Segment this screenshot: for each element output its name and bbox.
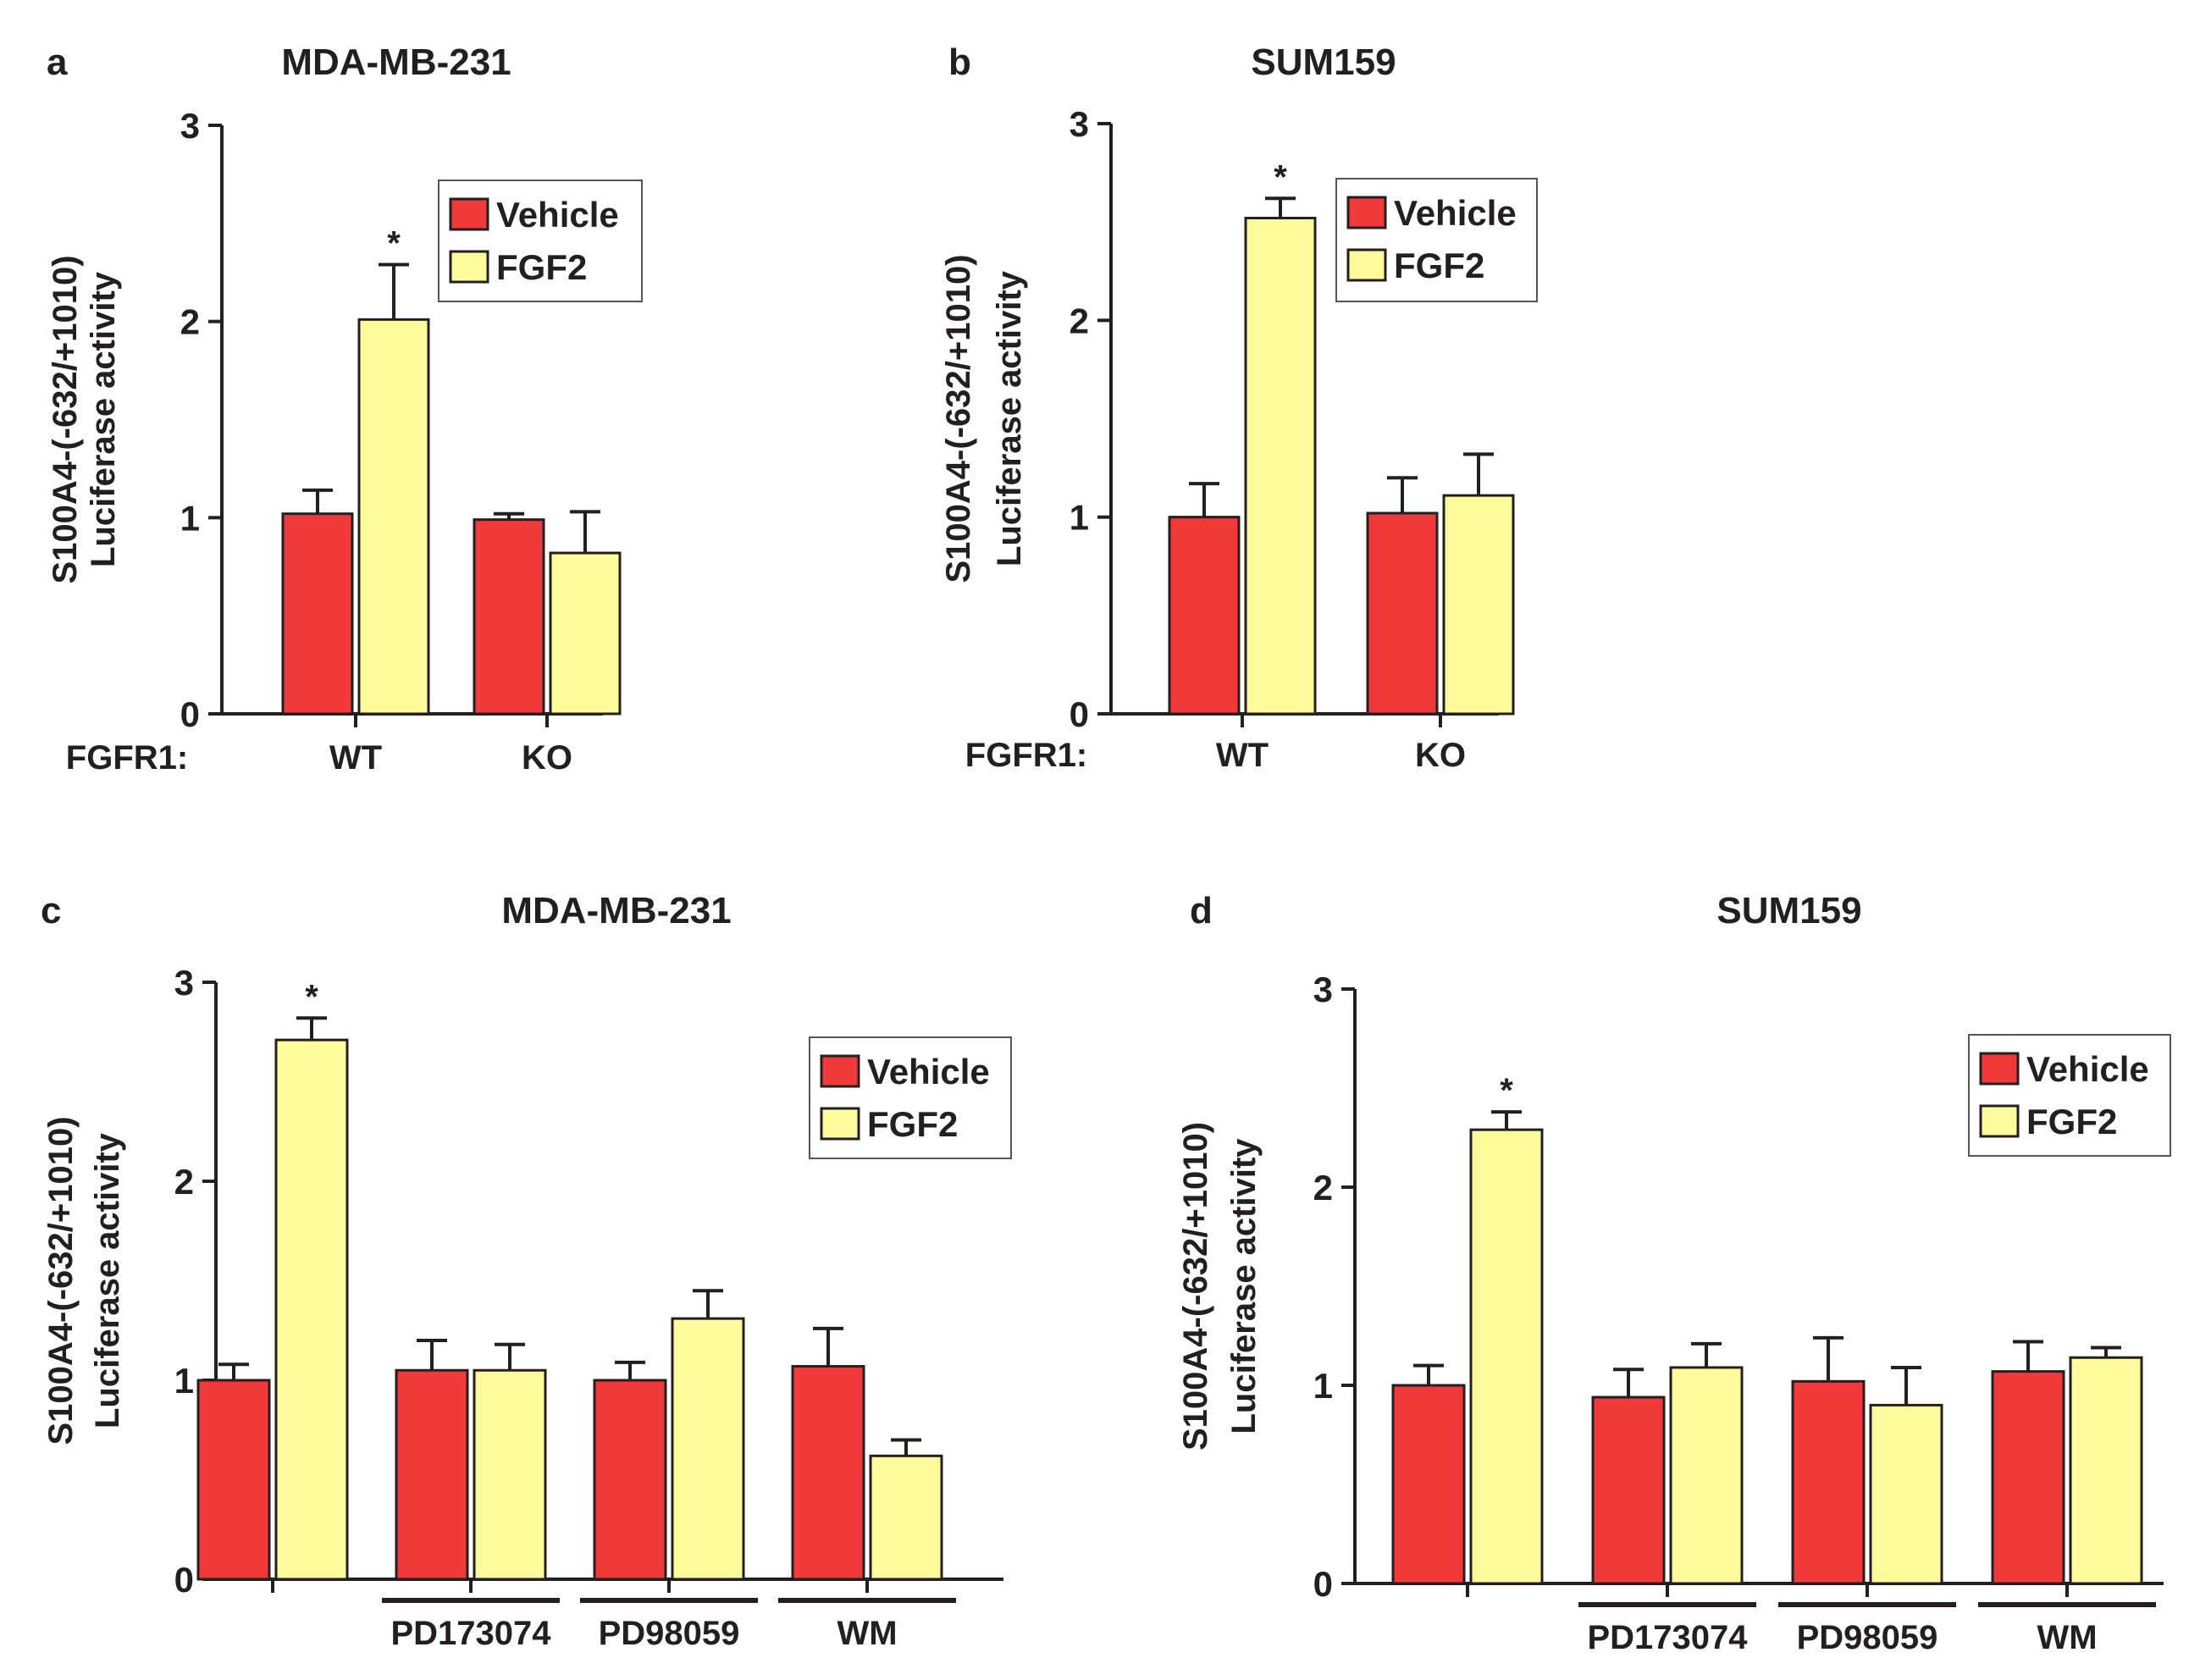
panel-d-ylabel-line-2: Luciferase activity (1225, 1138, 1263, 1434)
panel-a-category-label: KO (522, 739, 572, 776)
panel-c-legend-label: Vehicle (867, 1052, 990, 1091)
panel-d-group-label: PD98059 (1797, 1619, 1938, 1656)
panel-d-legend-swatch-fgf2 (1979, 1104, 2020, 1138)
panel-d-group-label: PD173074 (1587, 1619, 1748, 1656)
panel-d-y-tick-label: 3 (1313, 970, 1333, 1009)
panel-b-bar-fgf2 (1244, 217, 1317, 716)
panel-b-bar-fgf2 (1442, 494, 1515, 716)
panel-d-significance-marker: * (1500, 1072, 1513, 1109)
panel-a-letter: a (47, 41, 68, 83)
panel-a-legend-swatch-fgf2 (449, 250, 489, 284)
panel-c-legend-label: FGF2 (867, 1104, 958, 1144)
panel-b-y-tick-label: 0 (1070, 694, 1089, 734)
panel-d-y-tick-label: 2 (1313, 1168, 1333, 1208)
panel-a-bar-fgf2 (357, 318, 430, 716)
panel-b-y-tick-label: 2 (1070, 301, 1089, 340)
panel-b-x-prefix: FGFR1: (965, 737, 1087, 774)
panel-d-bar-fgf2 (1669, 1366, 1744, 1585)
panel-d-y-tick-label: 0 (1313, 1564, 1333, 1604)
panel-c-group-label: PD98059 (599, 1615, 740, 1652)
panel-d-y-tick-label: 1 (1313, 1366, 1333, 1406)
panel-c-bar-vehicle (395, 1368, 469, 1581)
panel-b-ylabel-line-2: Luciferase activity (991, 270, 1028, 566)
panel-b-legend-swatch-vehicle (1346, 196, 1387, 229)
panel-b-category-label: KO (1415, 737, 1466, 774)
panel-b-title: SUM159 (1251, 41, 1396, 83)
panel-c-title: MDA-MB-231 (501, 890, 731, 931)
panel-b-y-tick-label: 1 (1070, 498, 1089, 538)
panel-c-significance-marker: * (305, 978, 318, 1015)
panel-b-bar-vehicle (1168, 516, 1241, 716)
panel-b-bar-vehicle (1366, 511, 1439, 716)
panel-a-bar-fgf2 (549, 551, 622, 716)
panel-c-bar-fgf2 (671, 1317, 745, 1581)
panel-d-bar-fgf2 (1469, 1128, 1544, 1585)
panel-b-ylabel-line-1: S100A4-(-632/+1010) (940, 254, 977, 583)
panel-a-y-tick-label: 1 (180, 498, 200, 538)
panel-a-category-label: WT (329, 739, 382, 776)
panel-d-bar-vehicle (1791, 1379, 1866, 1585)
panel-a-significance-marker: * (387, 224, 401, 262)
panel-b-y-tick-label: 3 (1070, 104, 1089, 144)
panel-a-legend-label: Vehicle (496, 195, 619, 235)
panel-a-y-tick-label: 2 (180, 302, 200, 342)
panel-a-bar-vehicle (281, 512, 354, 716)
panel-c-bar-fgf2 (274, 1038, 349, 1581)
panel-d-legend-label: Vehicle (2026, 1049, 2149, 1089)
panel-c-y-tick-label: 3 (174, 963, 194, 1003)
panel-c-y-tick-label: 2 (174, 1162, 194, 1202)
panel-c-y-tick-label: 1 (174, 1361, 194, 1401)
panel-c-bar-fgf2 (473, 1368, 547, 1581)
panel-d-legend-label: FGF2 (2026, 1102, 2117, 1141)
panel-a-legend-label: FGF2 (496, 247, 587, 287)
panel-b-significance-marker: * (1274, 158, 1287, 196)
panel-b-legend-label: FGF2 (1394, 246, 1484, 285)
panel-c-ylabel-line-2: Luciferase activity (89, 1132, 126, 1429)
panel-a-y-tick-label: 3 (180, 106, 200, 146)
panel-a-y-tick-label: 0 (180, 694, 200, 734)
panel-d-legend-swatch-vehicle (1979, 1052, 2020, 1086)
panel-b-legend-label: Vehicle (1394, 193, 1517, 233)
panel-d-bar-vehicle (1991, 1370, 2065, 1585)
panel-d-bar-fgf2 (2069, 1356, 2143, 1585)
panel-d-ylabel-line-1: S100A4-(-632/+1010) (1177, 1122, 1214, 1451)
panel-d-bar-fgf2 (1869, 1403, 1943, 1585)
panel-c-letter: c (41, 890, 61, 931)
panel-a-title: MDA-MB-231 (281, 41, 511, 83)
panel-d-title: SUM159 (1716, 890, 1861, 931)
panel-b-letter: b (948, 41, 971, 83)
panel-d-bar-vehicle (1391, 1384, 1466, 1585)
panel-a-legend-swatch-vehicle (449, 197, 489, 231)
panel-a-x-prefix: FGFR1: (66, 739, 188, 776)
panel-b-category-label: WT (1216, 737, 1269, 774)
panel-b-legend-swatch-fgf2 (1346, 248, 1387, 282)
panel-c-ylabel-line-1: S100A4-(-632/+1010) (42, 1116, 80, 1445)
panel-c-bar-vehicle (196, 1379, 271, 1581)
panel-a-ylabel-line-2: Luciferase activity (85, 271, 122, 567)
panel-a-bar-vehicle (473, 518, 545, 716)
panel-c-legend-swatch-vehicle (820, 1054, 860, 1088)
panel-d-bar-vehicle (1591, 1395, 1666, 1585)
panel-c-legend-swatch-fgf2 (820, 1107, 860, 1141)
panel-d-letter: d (1190, 890, 1213, 931)
panel-d-group-label: WM (2037, 1619, 2097, 1656)
panel-c-bar-fgf2 (869, 1454, 943, 1581)
panel-c-group-label: WM (837, 1615, 897, 1652)
panel-c-bar-vehicle (593, 1379, 667, 1581)
panel-c-bar-vehicle (791, 1365, 865, 1581)
panel-a-ylabel-line-1: S100A4-(-632/+1010) (47, 255, 84, 583)
panel-c-group-label: PD173074 (390, 1615, 551, 1652)
panel-c-y-tick-label: 0 (174, 1560, 194, 1600)
